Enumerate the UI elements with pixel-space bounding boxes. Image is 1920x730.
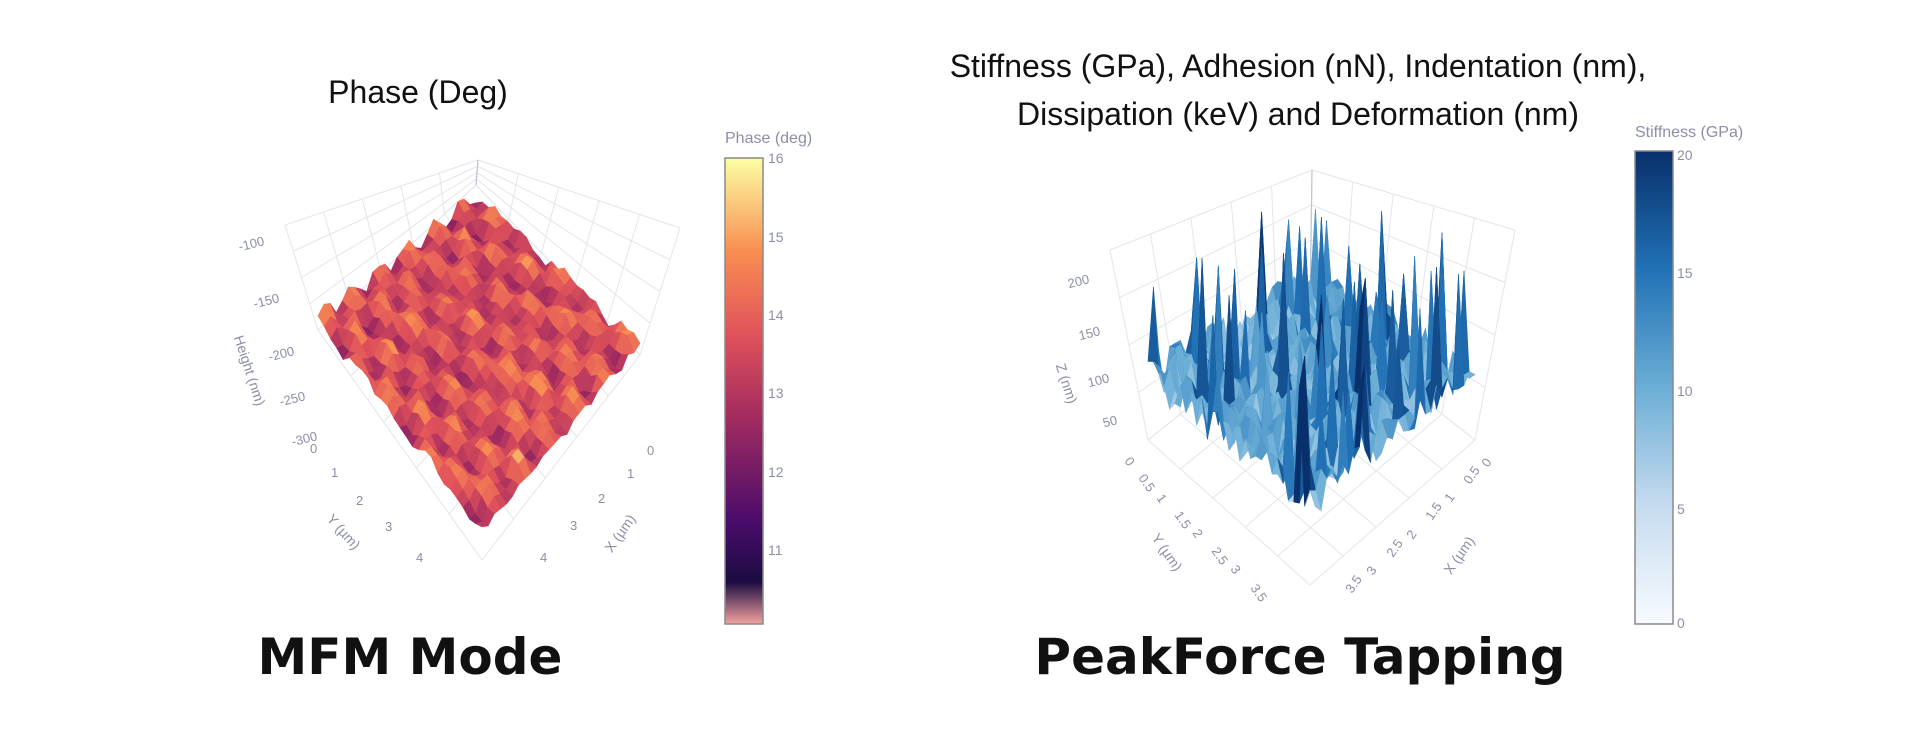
mfm-x-tick: 0 xyxy=(647,443,654,458)
peakforce-caption: PeakForce Tapping xyxy=(1034,628,1565,686)
peakforce-y-tick: 2.5 xyxy=(1209,544,1232,567)
peakforce-grid-line xyxy=(1311,169,1516,231)
peakforce-colorbar-tick: 10 xyxy=(1677,383,1693,399)
peakforce-grid-line xyxy=(1147,439,1311,586)
peakforce-grid-line xyxy=(1119,204,1312,298)
mfm-colorbar-ticks: 16 15 14 13 12 11 xyxy=(768,150,784,558)
peakforce-panel: Stiffness (GPa), Adhesion (nN), Indentat… xyxy=(950,48,1744,686)
peakforce-x-tick: 2.5 xyxy=(1383,536,1406,559)
mfm-colorbar-title: Phase (deg) xyxy=(725,130,812,147)
mfm-colorbar xyxy=(724,157,764,625)
peakforce-y-tick: 3 xyxy=(1228,562,1244,577)
peakforce-surface xyxy=(1147,209,1476,512)
peakforce-colorbar-tick: 0 xyxy=(1677,615,1685,631)
peakforce-x-ticks: 0 0.5 1 1.5 2 2.5 3 3.5 xyxy=(1342,455,1494,596)
mfm-grid-line xyxy=(317,329,483,561)
mfm-y-axis-label: Y (µm) xyxy=(324,511,364,553)
mfm-grid-line xyxy=(477,159,681,229)
mfm-grid-line xyxy=(301,172,478,278)
peakforce-colorbar-title: Stiffness (GPa) xyxy=(1635,124,1743,141)
peakforce-z-axis-label: Z (nm) xyxy=(1053,361,1081,405)
peakforce-colorbar-tick: 15 xyxy=(1677,265,1693,281)
mfm-colorbar-tick: 16 xyxy=(768,150,784,166)
peakforce-chart-title-line2: Dissipation (keV) and Deformation (nm) xyxy=(1017,96,1579,132)
peakforce-grid-line xyxy=(1277,413,1443,557)
mfm-x-tick: 1 xyxy=(627,466,634,481)
peakforce-x-tick: 1 xyxy=(1441,490,1457,505)
mfm-grid-line xyxy=(293,165,478,252)
mfm-colorbar-tick: 11 xyxy=(768,542,783,558)
mfm-z-tick: -250 xyxy=(278,388,307,409)
mfm-colorbar-tick: 14 xyxy=(768,307,784,323)
mfm-x-ticks: 0 1 2 3 4 xyxy=(540,443,654,565)
mfm-z-tick: -300 xyxy=(290,428,319,449)
peakforce-z-tick: 200 xyxy=(1066,271,1091,291)
peakforce-colorbar-tick: 5 xyxy=(1677,501,1685,517)
peakforce-x-tick: 3.5 xyxy=(1342,572,1365,595)
mfm-x-tick: 3 xyxy=(570,518,577,533)
peakforce-y-tick: 0 xyxy=(1122,454,1138,469)
mfm-x-axis-label: X (µm) xyxy=(601,511,638,555)
mfm-y-tick: 2 xyxy=(356,493,363,508)
peakforce-z-tick: 50 xyxy=(1101,412,1119,430)
mfm-z-tick: -200 xyxy=(267,343,296,364)
mfm-z-axis-label: Height (nm) xyxy=(231,333,269,408)
mfm-grid-line xyxy=(477,165,671,261)
mfm-surface-patch xyxy=(474,521,489,528)
mfm-y-ticks: 0 1 2 3 4 xyxy=(310,441,423,565)
peakforce-y-tick: 2 xyxy=(1190,526,1206,541)
mfm-colorbar-tick: 13 xyxy=(768,385,784,401)
peakforce-colorbar-ticks: 20 15 10 5 0 xyxy=(1677,147,1693,631)
peakforce-x-axis-label: X (µm) xyxy=(1440,533,1477,577)
peakforce-z-ticks: 200 150 100 50 xyxy=(1066,271,1119,430)
peakforce-grid-line xyxy=(1128,239,1312,346)
mfm-x-tick: 2 xyxy=(598,491,605,506)
peakforce-x-tick: 3 xyxy=(1363,563,1379,578)
peakforce-grid-line xyxy=(1109,169,1313,251)
mfm-colorbar-tick: 15 xyxy=(768,229,784,245)
mfm-z-tick: -100 xyxy=(237,233,266,254)
mfm-y-tick: 4 xyxy=(416,550,423,565)
mfm-chart-title: Phase (Deg) xyxy=(328,74,508,110)
peakforce-y-tick: 0.5 xyxy=(1136,471,1159,494)
mfm-grid-line xyxy=(481,354,641,561)
mfm-y-tick: 1 xyxy=(331,465,338,480)
peakforce-x-tick: 0 xyxy=(1478,455,1494,470)
peakforce-grid-line xyxy=(1309,439,1476,586)
peakforce-colorbar-tick: 20 xyxy=(1677,147,1693,163)
peakforce-y-tick: 1 xyxy=(1154,491,1170,506)
peakforce-chart-title-line1: Stiffness (GPa), Adhesion (nN), Indentat… xyxy=(950,48,1647,84)
peakforce-grid-line xyxy=(1311,204,1506,283)
mfm-y-tick: 3 xyxy=(385,519,392,534)
mfm-panel: Phase (Deg) -100 -150 -200 -250 -300 Hei… xyxy=(231,74,812,686)
mfm-y-tick: 0 xyxy=(310,441,317,456)
mfm-grid-line xyxy=(284,159,479,226)
mfm-z-tick: -150 xyxy=(252,290,281,311)
peakforce-x-tick: 0.5 xyxy=(1460,463,1483,486)
peakforce-y-tick: 3.5 xyxy=(1248,581,1271,604)
peakforce-x-tick: 2 xyxy=(1403,527,1419,542)
peakforce-colorbar xyxy=(1634,150,1674,625)
mfm-vertical-axis xyxy=(475,159,479,186)
mfm-x-tick: 4 xyxy=(540,550,547,565)
mfm-z-ticks: -100 -150 -200 -250 -300 xyxy=(237,233,319,449)
mfm-grid-line xyxy=(476,178,651,324)
mfm-caption: MFM Mode xyxy=(258,628,563,686)
mfm-surface xyxy=(317,198,641,528)
peakforce-y-axis-label: Y (µm) xyxy=(1148,530,1185,574)
peakforce-x-tick: 1.5 xyxy=(1422,499,1445,522)
peakforce-y-tick: 1.5 xyxy=(1172,508,1195,531)
peakforce-surface-patch xyxy=(1304,489,1316,507)
mfm-grid-line xyxy=(476,172,661,292)
mfm-colorbar-tick: 12 xyxy=(768,464,784,480)
peakforce-z-tick: 150 xyxy=(1077,323,1102,343)
peakforce-z-tick: 100 xyxy=(1086,370,1111,390)
mfm-grid-line xyxy=(309,178,477,305)
